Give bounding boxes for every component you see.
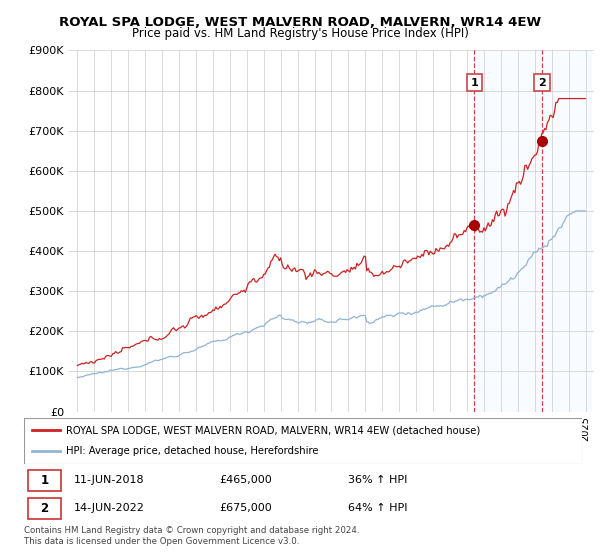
Text: 2: 2: [538, 77, 546, 87]
Bar: [28, 498, 61, 519]
Text: Price paid vs. HM Land Registry's House Price Index (HPI): Price paid vs. HM Land Registry's House …: [131, 27, 469, 40]
Text: 64% ↑ HPI: 64% ↑ HPI: [347, 503, 407, 513]
Text: £465,000: £465,000: [220, 475, 272, 485]
Text: 36% ↑ HPI: 36% ↑ HPI: [347, 475, 407, 485]
Bar: [28, 470, 61, 491]
Text: 11-JUN-2018: 11-JUN-2018: [74, 475, 145, 485]
Bar: [475, 50, 590, 412]
Text: ROYAL SPA LODGE, WEST MALVERN ROAD, MALVERN, WR14 4EW (detached house): ROYAL SPA LODGE, WEST MALVERN ROAD, MALV…: [66, 425, 480, 435]
Text: 1: 1: [470, 77, 478, 87]
Text: 1: 1: [41, 474, 49, 487]
Text: 2: 2: [41, 502, 49, 515]
Text: HPI: Average price, detached house, Herefordshire: HPI: Average price, detached house, Here…: [66, 446, 319, 456]
Text: 14-JUN-2022: 14-JUN-2022: [74, 503, 145, 513]
Text: Contains HM Land Registry data © Crown copyright and database right 2024.
This d: Contains HM Land Registry data © Crown c…: [24, 526, 359, 546]
Text: ROYAL SPA LODGE, WEST MALVERN ROAD, MALVERN, WR14 4EW: ROYAL SPA LODGE, WEST MALVERN ROAD, MALV…: [59, 16, 541, 29]
Text: £675,000: £675,000: [220, 503, 272, 513]
